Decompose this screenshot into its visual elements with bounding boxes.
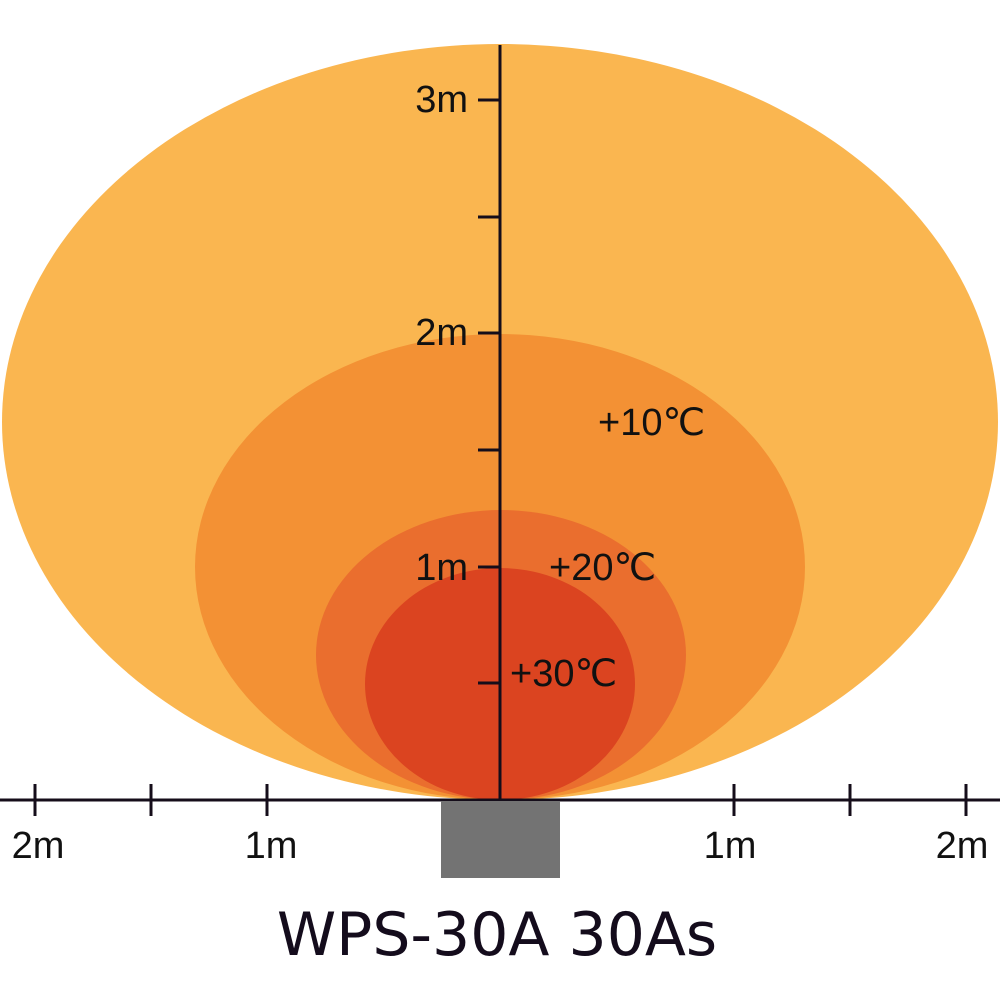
v-tick-label-2m: 2m	[415, 312, 468, 354]
heater-unit	[441, 801, 560, 878]
h-tick-label-right-1m: 1m	[704, 825, 757, 867]
zone-label-10c: +10℃	[598, 402, 705, 444]
zone-label-30c: +30℃	[510, 653, 617, 695]
h-tick-label-right-2m: 2m	[936, 825, 989, 867]
h-tick-label-left-1m: 1m	[245, 825, 298, 867]
zone-label-20c: +20℃	[549, 547, 656, 589]
product-title: WPS-30A 30As	[277, 900, 717, 970]
h-tick-label-left-2m: 2m	[12, 825, 65, 867]
v-tick-label-1m: 1m	[415, 547, 468, 589]
v-tick-label-3m: 3m	[415, 79, 468, 121]
